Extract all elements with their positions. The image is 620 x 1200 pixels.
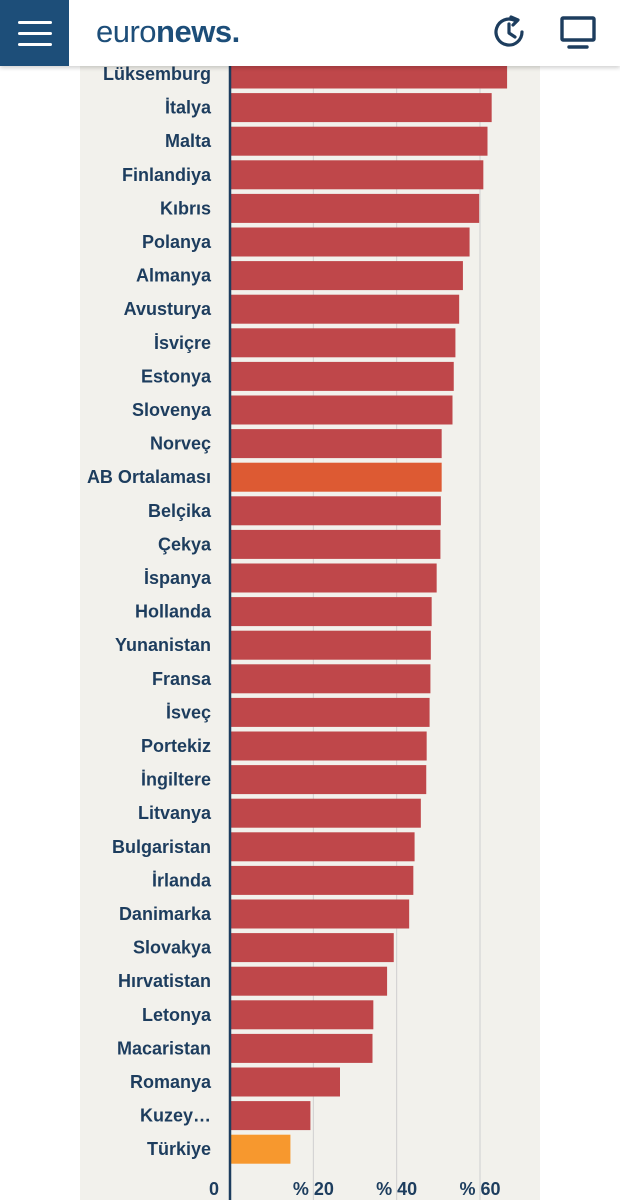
bar <box>231 966 388 996</box>
category-label: AB Ortalaması <box>87 467 211 487</box>
bar <box>231 328 456 358</box>
category-label: Letonya <box>142 1005 212 1025</box>
bar <box>231 1033 373 1063</box>
category-label: Macaristan <box>117 1038 211 1058</box>
category-label: Kıbrıs <box>160 198 211 218</box>
menu-line-icon <box>17 31 52 35</box>
x-tick-label: % 40 <box>376 1179 417 1199</box>
bar <box>231 126 488 156</box>
category-label: Kuzey… <box>140 1106 211 1126</box>
bar <box>231 664 431 694</box>
category-label: Yunanistan <box>115 635 211 655</box>
category-label: Estonya <box>141 366 212 386</box>
bar <box>231 496 441 526</box>
logo-part-euro: euro <box>96 14 157 49</box>
bar <box>231 1101 311 1131</box>
bar <box>231 93 492 123</box>
category-label: Avusturya <box>124 299 212 319</box>
tv-icon <box>560 16 596 49</box>
bar <box>231 798 421 828</box>
logo-part-news: news <box>156 14 232 49</box>
category-label: Malta <box>165 131 212 151</box>
bar <box>231 261 463 291</box>
category-label: Bulgaristan <box>112 837 211 857</box>
x-tick-label: % 20 <box>293 1179 334 1199</box>
bar <box>231 865 414 895</box>
category-label: Türkiye <box>147 1139 211 1159</box>
category-label: Hırvatistan <box>118 971 211 991</box>
category-label: Finlandiya <box>122 165 212 185</box>
category-label: İrlanda <box>152 870 212 890</box>
bar <box>231 1067 340 1097</box>
top-navigation-bar: euronews. <box>0 0 620 66</box>
hamburger-menu-button[interactable] <box>0 0 69 66</box>
category-label: Portekiz <box>141 736 211 756</box>
bar <box>231 529 441 559</box>
category-label: Danimarka <box>119 904 212 924</box>
category-label: Belçika <box>148 501 212 521</box>
category-label: İspanya <box>144 568 212 588</box>
bar <box>231 597 432 627</box>
bar <box>231 765 427 795</box>
category-label: Litvanya <box>138 803 212 823</box>
category-label: Slovenya <box>132 400 212 420</box>
clock-refresh-icon <box>494 15 524 47</box>
bar <box>231 697 430 727</box>
menu-line-icon <box>17 42 52 46</box>
bar <box>231 1000 374 1030</box>
bar <box>231 1134 291 1164</box>
bar <box>231 563 437 593</box>
euronews-logo[interactable]: euronews. <box>96 12 240 52</box>
category-label: Slovakya <box>133 938 212 958</box>
category-label: Polanya <box>142 232 212 252</box>
category-label: Hollanda <box>135 602 212 622</box>
menu-line-icon <box>17 20 52 24</box>
bar <box>231 160 484 190</box>
category-label: Romanya <box>130 1072 212 1092</box>
logo-dot: . <box>231 14 241 49</box>
bar <box>231 899 410 929</box>
bar <box>231 361 454 391</box>
bar <box>231 731 427 761</box>
bar <box>231 395 453 425</box>
bar <box>231 429 442 459</box>
x-tick-label: % 60 <box>459 1179 500 1199</box>
bar <box>231 933 394 963</box>
category-label: Lüksemburg <box>103 64 211 84</box>
category-label: İngiltere <box>141 770 211 790</box>
live-tv-button[interactable] <box>558 12 598 52</box>
category-label: Norveç <box>150 434 211 454</box>
bar <box>231 294 460 324</box>
category-label: Çekya <box>158 534 212 554</box>
bar <box>231 630 431 660</box>
bar <box>231 193 480 223</box>
category-label: İtalya <box>165 98 212 118</box>
bar <box>231 227 470 257</box>
category-label: İsveç <box>166 702 211 722</box>
category-label: Fransa <box>152 669 212 689</box>
category-label: Almanya <box>136 266 212 286</box>
bar <box>231 462 442 492</box>
category-label: İsviçre <box>154 333 211 353</box>
latest-news-clock-button[interactable] <box>489 12 529 52</box>
x-tick-label: 0 <box>209 1179 219 1199</box>
bar <box>231 832 415 862</box>
